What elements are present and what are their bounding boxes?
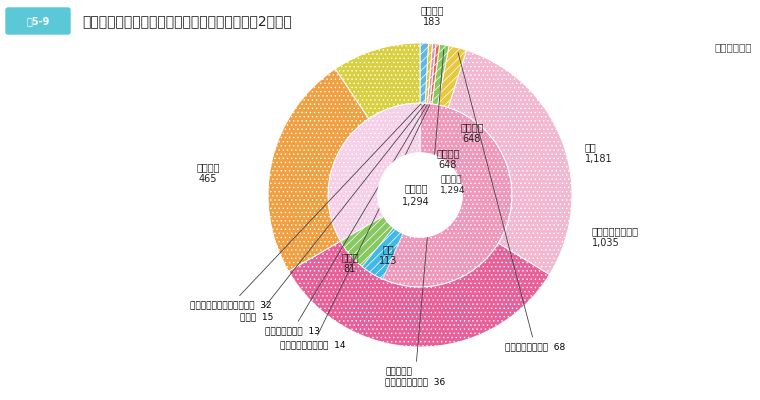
Wedge shape <box>420 43 429 103</box>
Wedge shape <box>428 44 436 104</box>
Text: 648: 648 <box>439 160 458 170</box>
FancyBboxPatch shape <box>6 8 70 34</box>
Text: 1,294: 1,294 <box>402 197 430 207</box>
Text: 公務災害及び通勤災害の事由別認定状況（令和2年度）: 公務災害及び通勤災害の事由別認定状況（令和2年度） <box>82 14 292 28</box>
Wedge shape <box>340 103 512 287</box>
Text: その他
81: その他 81 <box>341 252 359 274</box>
Wedge shape <box>363 228 403 279</box>
Text: 通勤災害
648: 通勤災害 648 <box>461 122 484 144</box>
Text: 図5-9: 図5-9 <box>27 16 49 26</box>
Text: （単位：件）: （単位：件） <box>714 42 752 52</box>
Wedge shape <box>268 69 369 271</box>
Text: 新型コロナウイルス感染症  32: 新型コロナウイルス感染症 32 <box>190 104 421 310</box>
Wedge shape <box>289 241 549 347</box>
Text: 出張又は赴任途上  68: 出張又は赴任途上 68 <box>458 52 565 352</box>
Text: 職務遂行に伴う怨恨  14: 職務遂行に伴う怨恨 14 <box>280 105 429 350</box>
Text: 退勤途上
183: 退勤途上 183 <box>420 6 444 27</box>
Wedge shape <box>448 50 572 274</box>
Text: 疾病
113: 疾病 113 <box>378 244 397 266</box>
Wedge shape <box>432 44 449 105</box>
Text: 自己の職務遂行中
1,035: 自己の職務遂行中 1,035 <box>592 226 639 248</box>
Wedge shape <box>438 46 467 108</box>
Wedge shape <box>328 103 420 241</box>
Circle shape <box>378 153 462 237</box>
Wedge shape <box>425 43 432 103</box>
Text: 出勤途上
465: 出勤途上 465 <box>197 162 220 184</box>
Text: 出退勤途上
（公務上のもの）  36: 出退勤途上 （公務上のもの） 36 <box>385 50 445 386</box>
Wedge shape <box>335 43 420 119</box>
Text: 公務災害: 公務災害 <box>404 183 428 193</box>
Text: 設備の不完全等  13: 設備の不完全等 13 <box>265 105 427 336</box>
Text: 公務災害
1,294: 公務災害 1,294 <box>440 175 465 195</box>
Text: 負傷
1,181: 負傷 1,181 <box>585 142 613 164</box>
Text: その他  15: その他 15 <box>240 104 425 322</box>
Wedge shape <box>340 216 394 266</box>
Wedge shape <box>429 44 439 104</box>
Text: 通勤災害: 通勤災害 <box>436 148 460 158</box>
